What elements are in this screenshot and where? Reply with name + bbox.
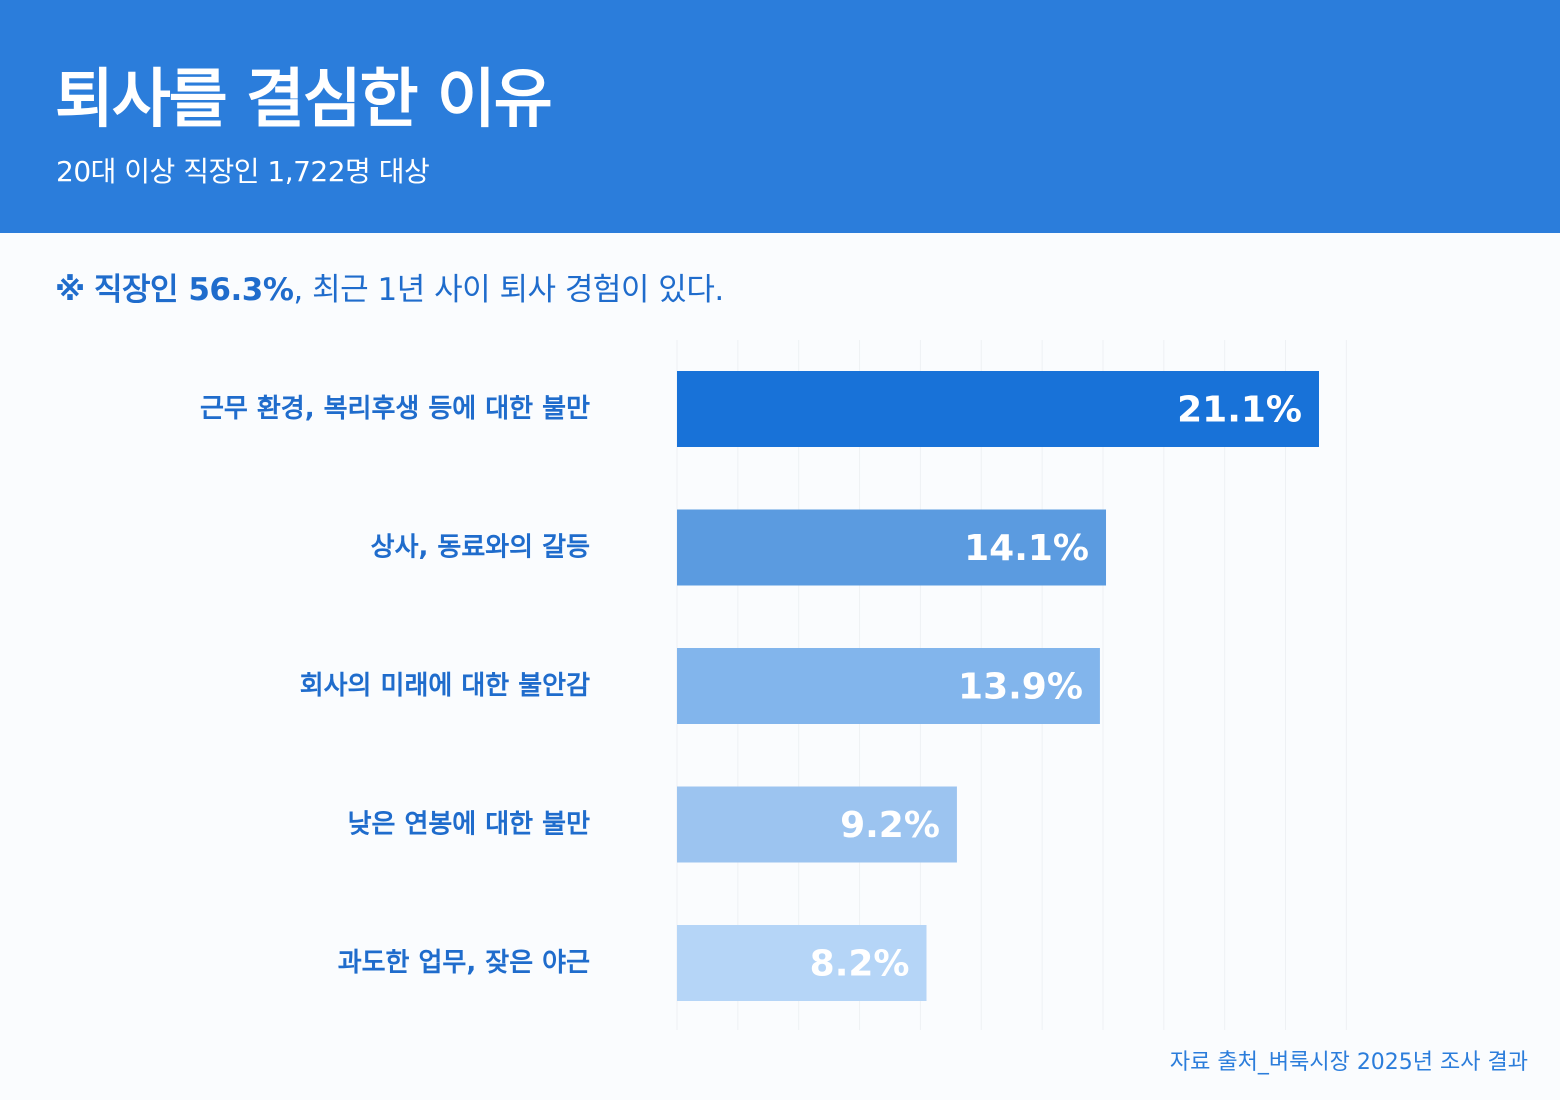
bar: [677, 509, 1107, 586]
category-label: 과도한 업무, 잦은 야근: [338, 948, 590, 978]
highlight-text: , 최근 1년 사이 퇴사 경험이 있다.: [293, 272, 724, 308]
bar: [677, 371, 1319, 447]
value-label: 21.1%: [1177, 390, 1302, 431]
header-banner: 퇴사를 결심한 이유 20대 이상 직장인 1,722명 대상: [0, 0, 1560, 233]
value-label: 14.1%: [964, 528, 1089, 569]
reference-mark: ※: [55, 272, 85, 308]
category-label: 근무 환경, 복리후생 등에 대한 불만: [200, 394, 590, 424]
category-label: 상사, 동료와의 갈등: [371, 533, 590, 563]
source-note: 자료 출처_벼룩시장 2025년 조사 결과: [1169, 1050, 1528, 1075]
value-label: 13.9%: [958, 667, 1083, 708]
value-label: 9.2%: [840, 805, 940, 846]
category-label: 회사의 미래에 대한 불안감: [300, 671, 590, 701]
page-subtitle: 20대 이상 직장인 1,722명 대상: [56, 155, 430, 188]
bar: [677, 925, 927, 1001]
bar: [677, 786, 957, 863]
page-title: 퇴사를 결심한 이유: [55, 63, 553, 137]
value-label: 8.2%: [810, 944, 910, 985]
highlight-statement: ※ 직장인 56.3%, 최근 1년 사이 퇴사 경험이 있다.: [55, 268, 724, 312]
highlight-emphasis: 직장인 56.3%: [94, 272, 294, 308]
bar: [677, 648, 1100, 724]
category-label: 낮은 연봉에 대한 불만: [348, 810, 591, 840]
